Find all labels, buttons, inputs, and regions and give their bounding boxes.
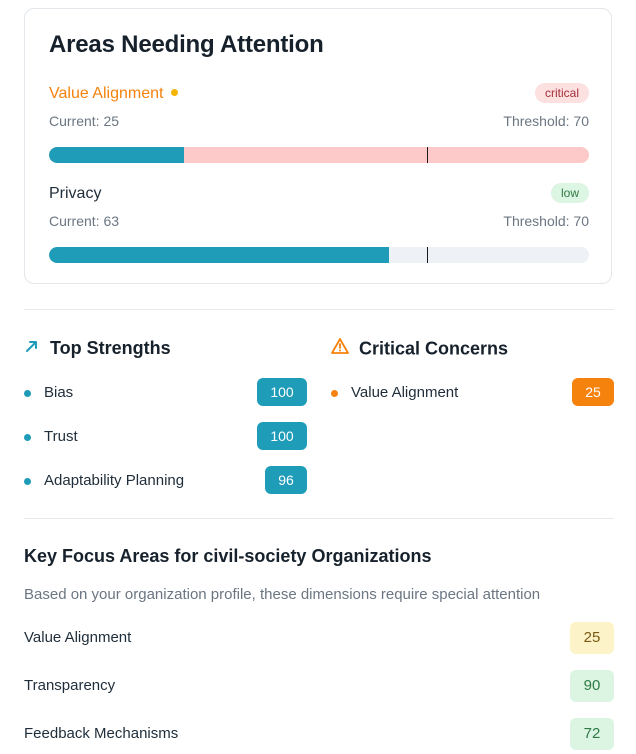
bullet-icon	[24, 434, 31, 441]
progress-bar	[49, 247, 589, 263]
concern-label: Value Alignment	[351, 384, 459, 401]
strength-label: Trust	[44, 428, 78, 445]
trending-up-arrow-icon	[24, 338, 40, 359]
divider	[24, 309, 614, 310]
threshold-value: Threshold: 70	[503, 113, 589, 129]
focus-score: 25	[570, 622, 614, 654]
metric-name: Value Alignment	[49, 85, 179, 103]
progress-fill	[49, 147, 184, 163]
attention-card: Areas Needing Attention Value Alignment …	[24, 8, 612, 284]
severity-badge: low	[550, 183, 589, 203]
score-pill: 96	[265, 466, 307, 494]
focus-score: 90	[570, 670, 614, 702]
metric-name: Privacy	[49, 185, 102, 202]
strength-item: Bias 100	[24, 378, 307, 408]
metric-privacy: Privacy low Current: 63 Threshold: 70	[49, 183, 589, 263]
strengths-title: Top Strengths	[24, 338, 171, 360]
strength-label: Bias	[44, 384, 74, 401]
warning-triangle-icon	[331, 337, 349, 360]
focus-label: Transparency	[24, 677, 116, 694]
divider	[24, 518, 614, 519]
focus-item: Feedback Mechanisms 72	[24, 718, 614, 750]
score-pill: 25	[572, 378, 614, 406]
metric-value-alignment: Value Alignment critical Current: 25 Thr…	[49, 83, 589, 163]
score-pill: 100	[257, 378, 307, 406]
focus-item: Transparency 90	[24, 670, 614, 702]
bullet-icon	[24, 390, 31, 397]
progress-fill	[49, 247, 390, 263]
attention-title: Areas Needing Attention	[49, 31, 324, 58]
strength-item: Trust 100	[24, 422, 307, 452]
focus-score: 72	[570, 718, 614, 750]
strength-item: Adaptability Planning 96	[24, 466, 307, 496]
threshold-value: Threshold: 70	[503, 213, 589, 229]
concerns-title: Critical Concerns	[331, 338, 508, 361]
focus-item: Value Alignment 25	[24, 622, 614, 654]
concern-item: Value Alignment 25	[331, 378, 614, 408]
bullet-icon	[331, 390, 338, 397]
current-value: Current: 63	[49, 213, 120, 229]
severity-badge: critical	[534, 83, 589, 103]
score-pill: 100	[257, 422, 307, 450]
threshold-marker	[427, 147, 428, 163]
threshold-marker	[427, 247, 428, 263]
focus-subtitle: Based on your organization profile, thes…	[24, 586, 541, 603]
current-value: Current: 25	[49, 113, 120, 129]
focus-title: Key Focus Areas for civil-society Organi…	[24, 546, 432, 566]
bullet-icon	[24, 478, 31, 485]
warning-dot-icon	[171, 89, 179, 97]
progress-bar	[49, 147, 589, 163]
strength-label: Adaptability Planning	[44, 472, 185, 489]
focus-label: Value Alignment	[24, 629, 132, 646]
focus-label: Feedback Mechanisms	[24, 725, 179, 742]
